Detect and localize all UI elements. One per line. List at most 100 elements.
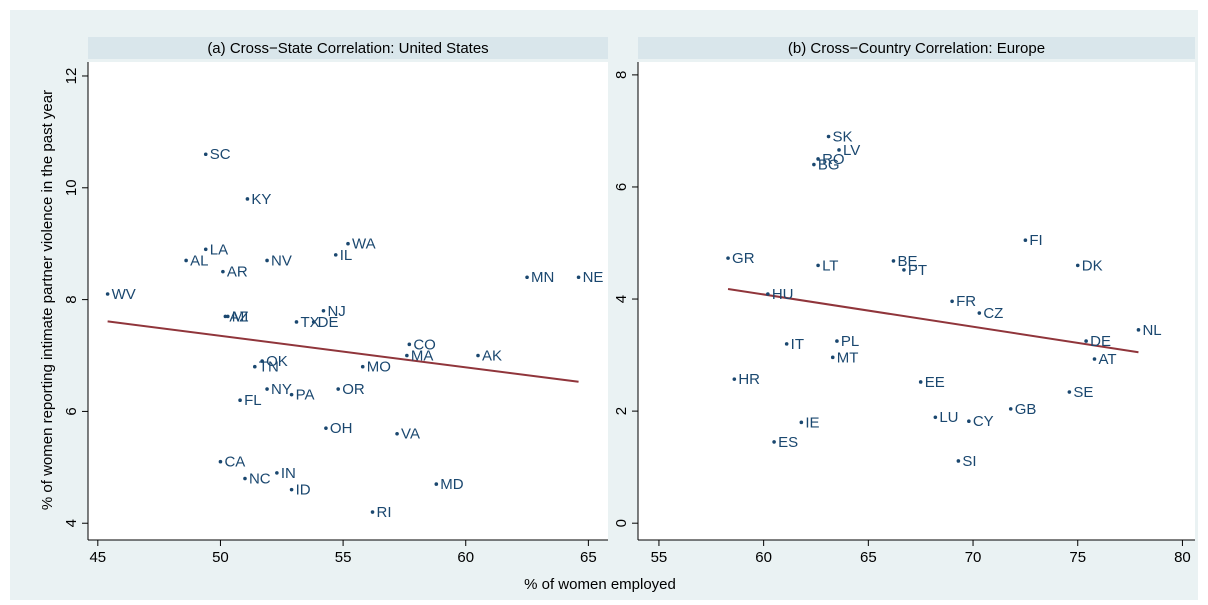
point bbox=[333, 253, 338, 257]
point-label: AK bbox=[482, 347, 502, 364]
point bbox=[816, 157, 820, 161]
point-label: OR bbox=[342, 381, 365, 398]
point bbox=[1084, 339, 1088, 343]
fit-line bbox=[727, 287, 1139, 354]
y-tick-label: 10 bbox=[63, 179, 80, 196]
point-label: MN bbox=[531, 269, 554, 286]
point-label: MO bbox=[367, 359, 391, 376]
y-tick-label: 4 bbox=[613, 295, 630, 303]
point bbox=[184, 258, 188, 263]
point bbox=[203, 247, 208, 252]
x-tick-label: 80 bbox=[1174, 549, 1191, 566]
point bbox=[772, 440, 776, 444]
point bbox=[1067, 390, 1072, 394]
point-label: ID bbox=[296, 482, 311, 499]
point-label: FI bbox=[1029, 232, 1042, 249]
x-tick-label: 65 bbox=[860, 549, 877, 566]
point-label: RI bbox=[377, 504, 392, 521]
plot-region bbox=[638, 62, 1195, 540]
point bbox=[407, 342, 412, 347]
point bbox=[289, 487, 294, 492]
x-tick-label: 45 bbox=[89, 549, 106, 566]
point-label: GR bbox=[732, 250, 755, 267]
point bbox=[218, 459, 223, 464]
point bbox=[726, 256, 730, 260]
panel-title: (a) Cross−State Correlation: United Stat… bbox=[207, 40, 488, 57]
point bbox=[203, 152, 208, 157]
point-label: MD bbox=[440, 476, 463, 493]
point bbox=[346, 241, 350, 246]
y-tick-label: 8 bbox=[613, 71, 630, 79]
point-label: BE bbox=[897, 253, 917, 270]
point-label: AT bbox=[1098, 351, 1116, 368]
point bbox=[1075, 263, 1080, 268]
point-label: AZ bbox=[229, 308, 248, 325]
point bbox=[395, 431, 399, 436]
point-label: SI bbox=[962, 453, 976, 470]
point bbox=[576, 275, 581, 280]
point bbox=[324, 426, 328, 430]
x-tick-label: 50 bbox=[212, 549, 229, 566]
point bbox=[311, 320, 316, 324]
point bbox=[238, 398, 242, 403]
y-axis-label: % of women reporting intimate partner vi… bbox=[39, 90, 56, 510]
point bbox=[799, 420, 804, 425]
point bbox=[289, 392, 294, 397]
point-label: LU bbox=[939, 409, 958, 426]
point bbox=[476, 353, 480, 358]
point-label: CZ bbox=[983, 305, 1003, 322]
point-label: IT bbox=[791, 336, 804, 353]
point bbox=[977, 311, 982, 315]
point-label: FR bbox=[956, 293, 976, 310]
point-label: FL bbox=[244, 392, 262, 409]
y-tick-label: 2 bbox=[613, 407, 630, 415]
point-label: SC bbox=[210, 146, 231, 163]
point-label: PT bbox=[908, 262, 927, 279]
y-tick-label: 0 bbox=[613, 519, 630, 527]
point-label: DE bbox=[1090, 333, 1111, 350]
point-label: SE bbox=[1073, 384, 1093, 401]
point bbox=[1092, 357, 1097, 361]
point bbox=[812, 162, 816, 167]
x-tick-label: 75 bbox=[1069, 549, 1086, 566]
point bbox=[967, 419, 971, 424]
point-label: PA bbox=[296, 387, 315, 404]
point-label: IL bbox=[340, 247, 353, 264]
point bbox=[732, 377, 737, 381]
point bbox=[370, 510, 375, 514]
point-label: DE bbox=[318, 314, 339, 331]
point-label: IE bbox=[805, 414, 819, 431]
point bbox=[243, 476, 247, 481]
point-label: NJ bbox=[327, 303, 345, 320]
point-label: AR bbox=[227, 264, 248, 281]
point bbox=[902, 268, 906, 272]
point-label: DK bbox=[1082, 257, 1103, 274]
point-label: MT bbox=[837, 349, 859, 366]
point-label: KY bbox=[251, 191, 271, 208]
point-label: NY bbox=[271, 381, 292, 398]
point bbox=[826, 134, 831, 139]
title-band bbox=[88, 37, 608, 59]
x-tick-label: 55 bbox=[335, 549, 352, 566]
point bbox=[835, 339, 839, 343]
point-label: CY bbox=[973, 413, 994, 430]
fit-line bbox=[107, 320, 579, 383]
y-tick-label: 6 bbox=[613, 183, 630, 191]
x-tick-label: 60 bbox=[457, 549, 474, 566]
point bbox=[294, 320, 299, 324]
point bbox=[830, 355, 835, 360]
point-label: HR bbox=[738, 371, 760, 388]
point-label: CO bbox=[413, 336, 436, 353]
point-label: WA bbox=[352, 236, 376, 253]
point-label: TX bbox=[300, 314, 319, 331]
point-label: MI bbox=[232, 308, 249, 325]
point-label: SK bbox=[833, 128, 853, 145]
y-tick-label: 6 bbox=[63, 407, 80, 415]
x-tick-label: 55 bbox=[651, 549, 668, 566]
point bbox=[525, 275, 529, 280]
point-label: LA bbox=[210, 241, 228, 258]
y-tick-label: 8 bbox=[63, 295, 80, 303]
point-label: WV bbox=[112, 286, 136, 303]
point bbox=[816, 263, 820, 268]
